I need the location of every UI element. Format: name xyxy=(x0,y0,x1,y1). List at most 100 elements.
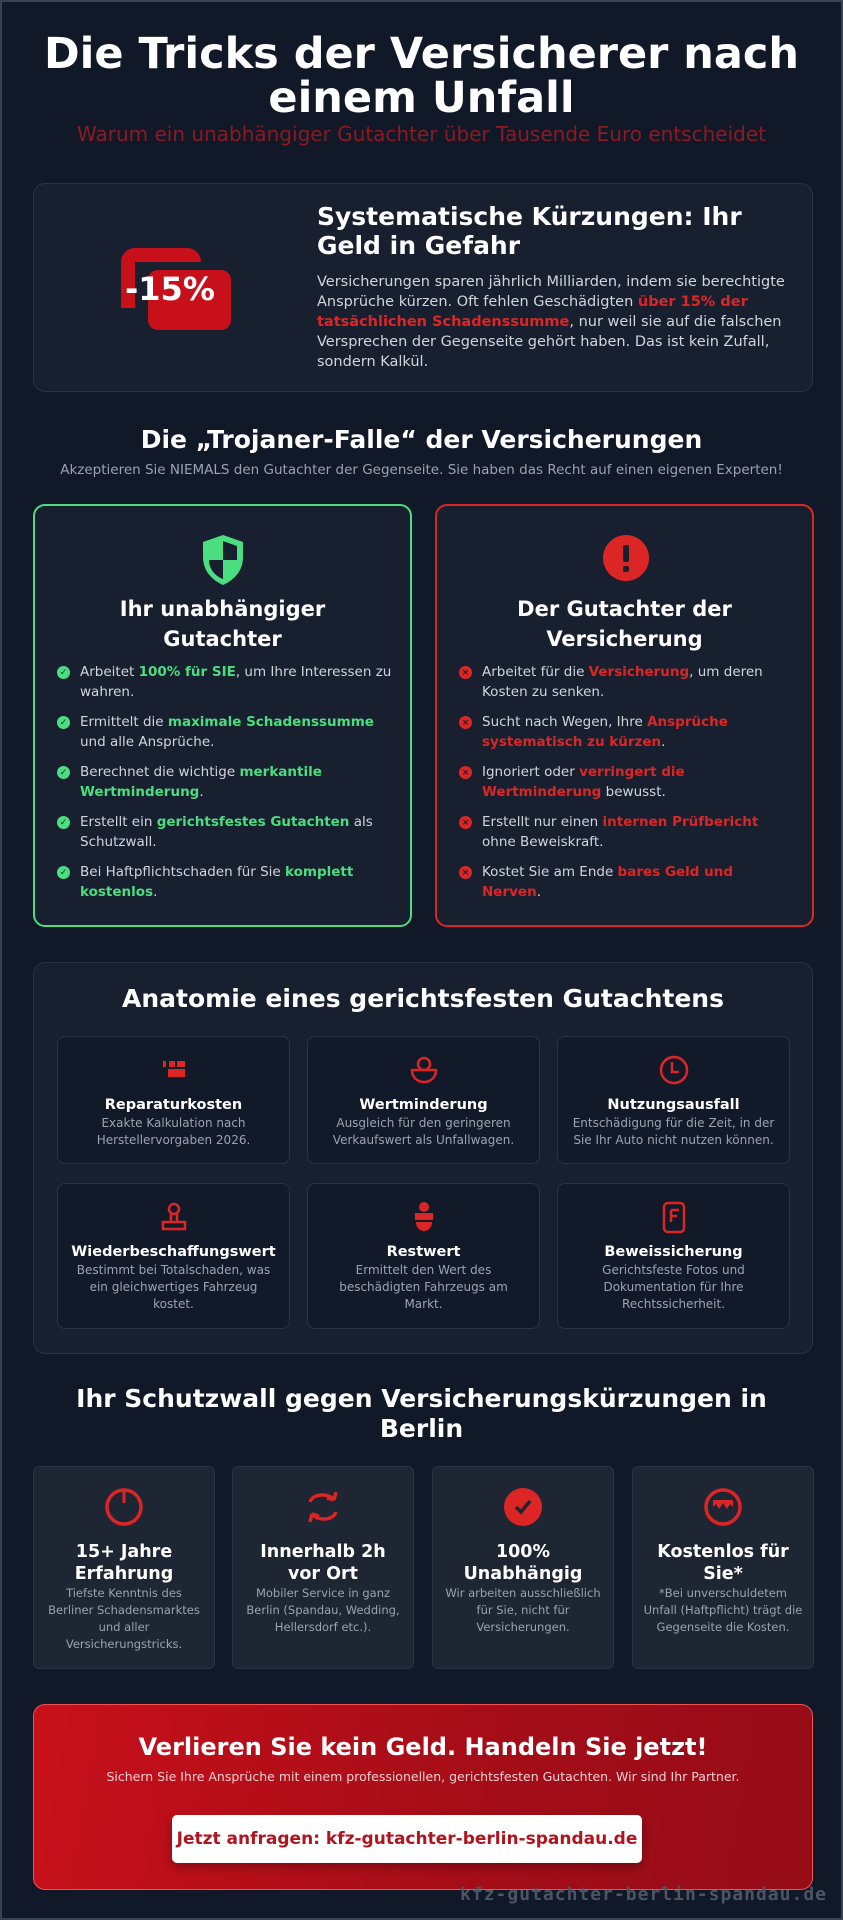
feature-desc: *Bei unverschuldetem Unfall (Haftpflicht… xyxy=(643,1586,803,1634)
feature-title: Innerhalb 2h vor Ort xyxy=(260,1542,386,1584)
anatomy-card-desc: Gerichtsfeste Fotos und Dokumentation fü… xyxy=(602,1263,745,1311)
text: Erstellt ein xyxy=(80,814,157,830)
text: Berechnet die wichtige xyxy=(80,764,240,780)
check-icon: ✓ xyxy=(57,816,70,829)
anatomy-heading: Anatomie eines gerichtsfesten Gutachtens xyxy=(122,984,724,1013)
list-item-text: Berechnet die wichtige merkantile Wertmi… xyxy=(80,762,392,802)
intro-text: Versicherungen sparen jährlich Milliarde… xyxy=(317,272,787,372)
cta-button[interactable]: Jetzt anfragen: kfz-gutachter-berlin-spa… xyxy=(172,1815,642,1863)
text: bewusst. xyxy=(601,784,666,800)
cta-banner: Verlieren Sie kein Geld. Handeln Sie jet… xyxy=(33,1704,813,1890)
insurer-expert-title: Der Gutachter der Versicherung xyxy=(517,597,732,651)
list-item: ✓ Erstellt ein gerichtsfestes Gutachten a… xyxy=(57,812,392,852)
highlight: Ansprüche systematisch zu kürzen xyxy=(482,714,728,750)
features-heading: Ihr Schutzwall gegen Versicherungskürzun… xyxy=(76,1384,767,1443)
anatomy-card: Nutzungsausfall Entschädigung für die Zei… xyxy=(557,1036,790,1164)
x-icon: × xyxy=(459,866,472,879)
anatomy-card: Beweissicherung Gerichtsfeste Fotos und D… xyxy=(557,1183,790,1329)
text: und alle Ansprüche. xyxy=(80,734,215,750)
text: . xyxy=(536,884,541,900)
anatomy-card: Reparaturkosten Exakte Kalkulation nach H… xyxy=(57,1036,290,1164)
anatomy-card-desc: Entschädigung für die Zeit, in der Sie I… xyxy=(572,1116,775,1147)
check-circle-icon xyxy=(504,1488,542,1526)
highlight: maximale Schadenssumme xyxy=(167,714,374,730)
exclamation-icon xyxy=(603,535,649,581)
list-item: × Sucht nach Wegen, Ihre Ansprüche system… xyxy=(459,712,794,752)
text: Arbeitet für die xyxy=(482,664,589,680)
intro-text-part: , nur weil sie auf die falschen Versprec… xyxy=(317,314,782,370)
feature-card: Innerhalb 2h vor Ort Mobiler Service in g… xyxy=(232,1466,414,1669)
page-subtitle: Warum ein unabhängiger Gutachter über Ta… xyxy=(77,122,766,146)
piggy-icon xyxy=(410,1056,437,1084)
list-item: × Ignoriert oder verringert die Wertminde… xyxy=(459,762,794,802)
text: , um Ihre Interessen zu wahren. xyxy=(80,664,392,700)
watermark: kfz-gutachter-berlin-spandau.de xyxy=(460,1884,827,1905)
anatomy-card-title: Beweissicherung xyxy=(604,1244,743,1260)
insurer-expert-list: × Arbeitet für die Versicherung, um deren… xyxy=(459,662,794,912)
cta-heading: Verlieren Sie kein Geld. Handeln Sie jet… xyxy=(138,1733,708,1761)
text: Ignoriert oder xyxy=(482,764,580,780)
list-item-text: Sucht nach Wegen, Ihre Ansprüche systema… xyxy=(482,712,794,752)
highlight: verringert die Wertminderung xyxy=(482,764,685,800)
highlight: gerichtsfestes Gutachten xyxy=(156,814,350,830)
trap-subheading: Akzeptieren Sie NIEMALS den Gutachter de… xyxy=(60,462,783,478)
list-item-text: Erstellt ein gerichtsfestes Gutachten al… xyxy=(80,812,392,852)
intro-text-part: Versicherungen sparen jährlich Milliarde… xyxy=(317,274,785,310)
list-item-text: Arbeitet für die Versicherung, um deren … xyxy=(482,662,794,702)
anatomy-card: Wiederbeschaffungswert Bestimmt bei Total… xyxy=(57,1183,290,1329)
text: Ermittelt die xyxy=(80,714,168,730)
list-item: ✓ Berechnet die wichtige merkantile Wertm… xyxy=(57,762,392,802)
x-icon: × xyxy=(459,716,472,729)
text: Arbeitet xyxy=(80,664,139,680)
trap-heading: Die „Trojaner-Falle“ der Versicherungen xyxy=(140,425,703,454)
list-item-text: Ignoriert oder verringert die Wertminder… xyxy=(482,762,794,802)
feature-desc: Wir arbeiten ausschließlich für Sie, nic… xyxy=(445,1586,601,1634)
anatomy-card: Restwert Ermittelt den Wert des beschädig… xyxy=(307,1183,540,1329)
text: Erstellt nur einen xyxy=(482,814,603,830)
calculator-icon xyxy=(162,1061,185,1077)
cta-text: Sichern Sie Ihre Ansprüche mit einem pro… xyxy=(106,1769,740,1784)
text: als Schutzwall. xyxy=(80,814,373,850)
intro-highlight: über 15% der tatsächlichen Schadenssumme xyxy=(317,294,748,330)
list-item-text: Kostet Sie am Ende bares Geld und Nerven… xyxy=(482,862,794,902)
list-item-text: Ermittelt die maximale Schadenssumme und… xyxy=(80,712,392,752)
stamp-icon xyxy=(161,1202,186,1231)
percent-badge: -15% xyxy=(125,270,215,308)
intro-card: -15% Systematische Kürzungen: Ihr Geld i… xyxy=(33,183,813,392)
highlight: 100% für SIE xyxy=(138,664,236,680)
feature-title: Kostenlos für Sie* xyxy=(657,1542,789,1584)
x-icon: × xyxy=(459,666,472,679)
feature-desc: Mobiler Service in ganz Berlin (Spandau,… xyxy=(246,1586,400,1634)
feature-card: Kostenlos für Sie* *Bei unverschuldetem U… xyxy=(632,1466,814,1669)
anatomy-card-title: Wiederbeschaffungswert xyxy=(71,1244,276,1260)
text: Bei Haftpflichtschaden für Sie xyxy=(80,864,286,880)
anatomy-card-title: Wertminderung xyxy=(359,1097,488,1113)
list-item: × Erstellt nur einen internen Prüfbericht… xyxy=(459,812,794,852)
list-item: ✓ Ermittelt die maximale Schadenssumme un… xyxy=(57,712,392,752)
page-title: Die Tricks der Versicherer nach einem Un… xyxy=(43,29,800,123)
text: , um deren Kosten zu senken. xyxy=(482,664,763,700)
x-icon: × xyxy=(459,766,472,779)
euro-circle-icon xyxy=(704,1488,742,1526)
list-item-text: Bei Haftpflichtschaden für Sie komplett … xyxy=(80,862,392,902)
highlight: komplett kostenlos xyxy=(80,864,354,900)
independent-expert-card: Ihr unabhängiger Gutachter ✓ Arbeitet 100… xyxy=(33,504,412,927)
text: Sucht nach Wegen, Ihre xyxy=(482,714,648,730)
x-icon: × xyxy=(459,816,472,829)
text: ohne Beweiskraft. xyxy=(482,834,604,850)
text: . xyxy=(661,734,666,750)
coins-icon xyxy=(414,1202,433,1231)
anatomy-card: Wertminderung Ausgleich für den geringere… xyxy=(307,1036,540,1164)
anatomy-card-desc: Bestimmt bei Totalschaden, was ein gleic… xyxy=(76,1263,271,1311)
anatomy-card-desc: Exakte Kalkulation nach Herstellervorgab… xyxy=(96,1116,251,1147)
independent-expert-list: ✓ Arbeitet 100% für SIE, um Ihre Interess… xyxy=(57,662,392,912)
anatomy-card-title: Restwert xyxy=(386,1244,461,1260)
highlight: Versicherung xyxy=(588,664,690,680)
stopwatch-icon xyxy=(105,1488,143,1526)
text: . xyxy=(153,884,158,900)
check-icon: ✓ xyxy=(57,716,70,729)
document-icon xyxy=(662,1201,685,1234)
check-icon: ✓ xyxy=(57,866,70,879)
check-icon: ✓ xyxy=(57,666,70,679)
list-item: × Arbeitet für die Versicherung, um deren… xyxy=(459,662,794,702)
